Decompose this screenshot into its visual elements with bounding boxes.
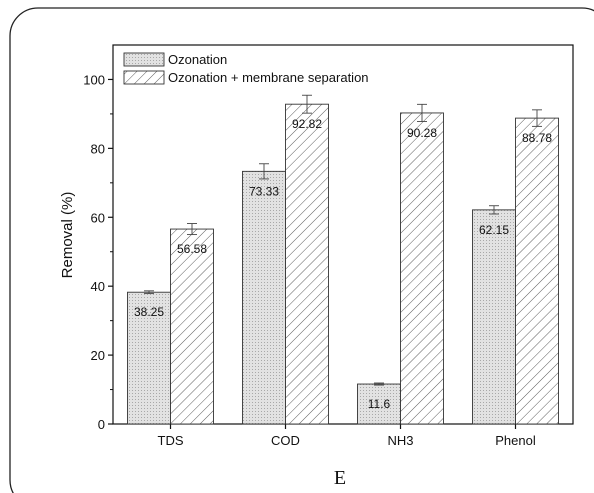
data-label: 56.58 [177,242,207,256]
x-tick-label: Phenol [495,433,536,448]
legend-label-membrane: Ozonation + membrane separation [168,70,369,85]
data-label: 88.78 [522,131,552,145]
legend-label-ozonation: Ozonation [168,52,227,67]
y-tick-label: 0 [98,417,105,432]
bar-membrane-nh3 [400,112,444,425]
panel-label: E [334,467,346,489]
bar-membrane-cod [285,103,329,425]
y-tick-label: 20 [91,348,105,363]
legend: Ozonation Ozonation + membrane separatio… [123,52,369,85]
x-tick-label: NH3 [387,433,413,448]
data-label: 11.6 [368,397,391,411]
y-tick-label: 60 [91,210,105,225]
data-label: 90.28 [407,126,437,140]
x-tick-label: TDS [158,433,184,448]
bar-membrane-phenol [515,117,559,425]
y-tick-label: 80 [91,141,105,156]
bar-ozonation-cod [242,170,286,425]
bar-ozonation-tds [127,291,171,425]
data-label: 38.25 [134,305,164,319]
x-tick-label: COD [271,433,300,448]
data-label: 73.33 [249,184,279,198]
legend-swatch-ozonation [123,52,165,67]
plot-frame [112,44,574,425]
y-tick-label: 100 [83,72,105,87]
bar-membrane-tds [170,228,214,425]
data-label: 62.15 [479,223,509,237]
y-axis-label: Removal (%) [59,192,76,279]
data-label: 92.82 [292,117,322,131]
bar-ozonation-phenol [472,209,516,425]
y-tick-label: 40 [91,279,105,294]
legend-swatch-membrane [123,70,165,85]
